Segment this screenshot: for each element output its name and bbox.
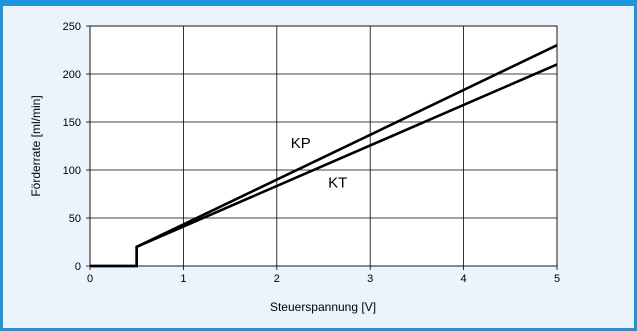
series-lines bbox=[90, 44, 558, 268]
series-label-kp: KP bbox=[291, 135, 311, 152]
plot-area bbox=[90, 26, 557, 266]
series-line-kt bbox=[90, 63, 558, 268]
x-tick-label: 2 bbox=[274, 273, 280, 285]
y-tick-labels: 0 50 100 150 200 250 bbox=[63, 21, 81, 273]
y-tick-label: 250 bbox=[63, 21, 81, 33]
x-tick-label: 4 bbox=[461, 273, 467, 285]
plot-border bbox=[89, 25, 558, 267]
y-tick-label: 50 bbox=[69, 213, 81, 225]
series-label-kt: KT bbox=[328, 174, 347, 191]
y-axis-label: Förderrate [ml/min] bbox=[29, 95, 43, 196]
x-tick-label: 3 bbox=[367, 273, 373, 285]
y-tick-label: 100 bbox=[63, 165, 81, 177]
x-tick-label: 1 bbox=[180, 273, 186, 285]
series-annotations: KP KT bbox=[291, 135, 348, 191]
y-tick-label: 0 bbox=[75, 261, 81, 273]
x-tick-label: 0 bbox=[87, 273, 93, 285]
y-tick-label: 150 bbox=[63, 117, 81, 129]
y-tick-label: 200 bbox=[63, 69, 81, 81]
x-tick-labels: 0 1 2 3 4 5 bbox=[87, 273, 560, 285]
x-tick-label: 5 bbox=[554, 273, 560, 285]
x-axis-label: Steuerspannung [V] bbox=[270, 300, 376, 314]
